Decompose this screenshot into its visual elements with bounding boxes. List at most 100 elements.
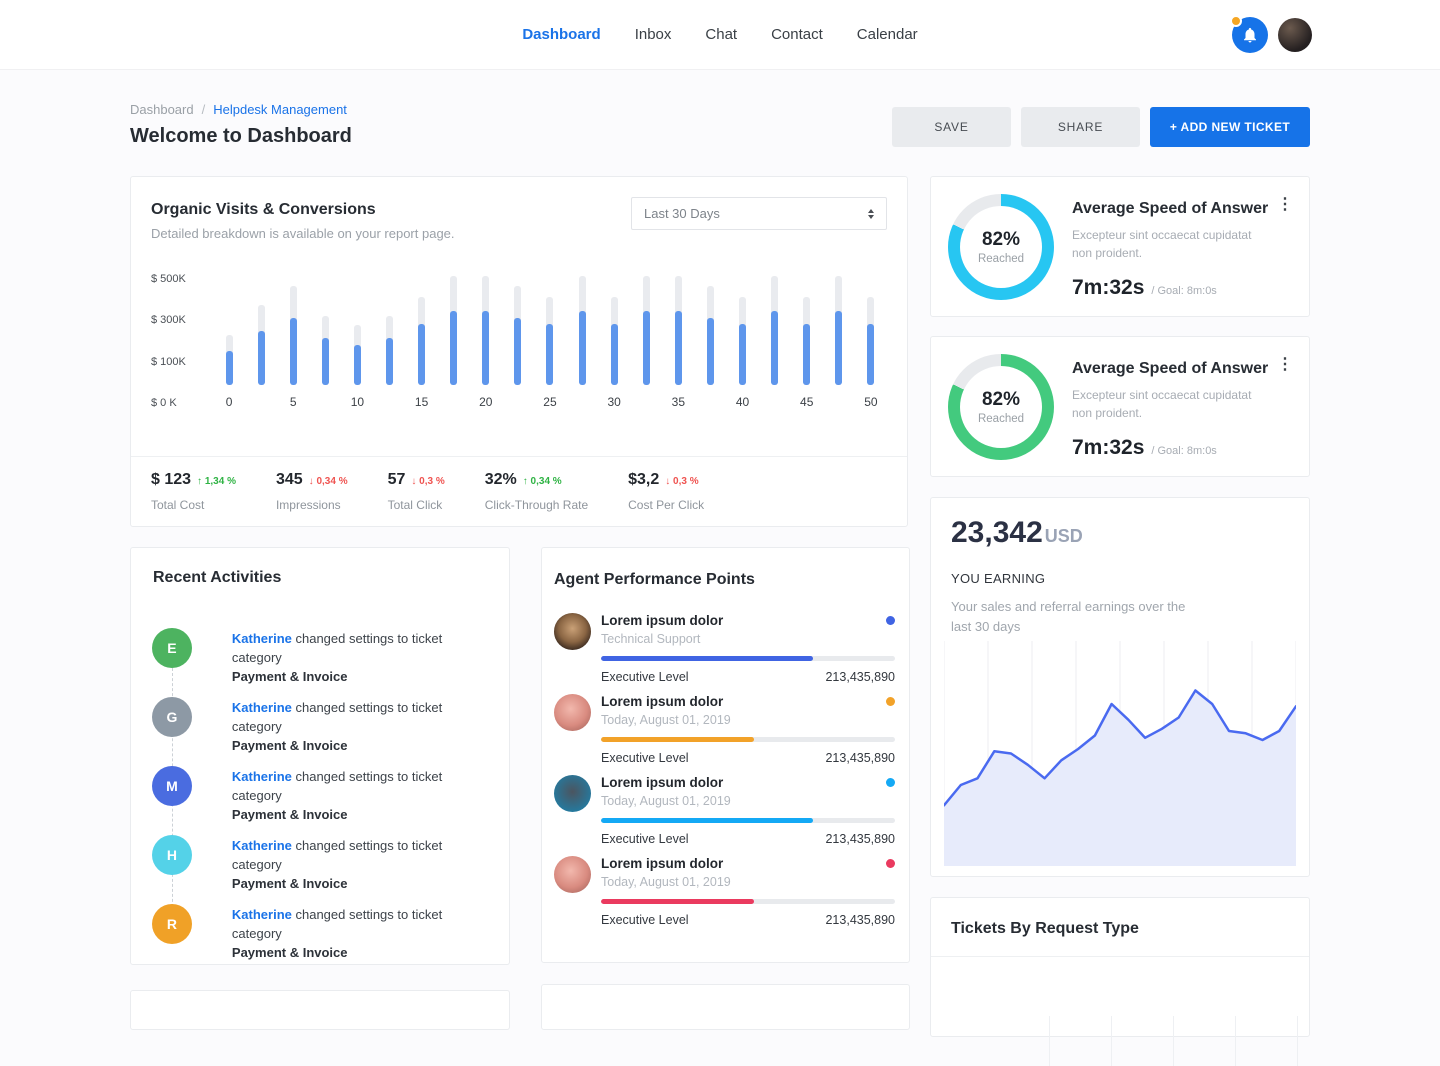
bar bbox=[213, 273, 245, 385]
x-tick-label: 20 bbox=[479, 395, 493, 409]
agent-progress-track bbox=[601, 818, 895, 823]
nav-item-inbox[interactable]: Inbox bbox=[634, 26, 672, 43]
activity-user-link[interactable]: Katherine bbox=[231, 631, 292, 646]
delta-up-arrow: ↑ 1,34 % bbox=[197, 476, 236, 487]
breadcrumb-current[interactable]: Helpdesk Management bbox=[213, 102, 347, 117]
kpi-label: Cost Per Click bbox=[628, 498, 705, 512]
x-tick-label bbox=[373, 395, 405, 409]
x-tick-label: 50 bbox=[864, 395, 878, 409]
breadcrumb: Dashboard / Helpdesk Management bbox=[130, 102, 347, 117]
agent-performance-title: Agent Performance Points bbox=[554, 571, 755, 588]
kpi-value-row: $ 123 ↑ 1,34 % bbox=[151, 471, 236, 489]
agent-item: Lorem ipsum dolor Today, August 01, 2019 E… bbox=[554, 694, 895, 765]
bar bbox=[759, 273, 791, 385]
bar-reached-segment bbox=[418, 324, 426, 385]
earnings-currency: USD bbox=[1044, 526, 1083, 546]
x-tick-label: 45 bbox=[800, 395, 814, 409]
period-select-value: Last 30 Days bbox=[644, 206, 720, 221]
x-tick-label bbox=[759, 395, 791, 409]
save-button[interactable]: SAVE bbox=[892, 107, 1011, 147]
agent-progress-bar bbox=[601, 737, 754, 742]
earnings-area-chart bbox=[944, 641, 1296, 866]
agent-level-label: Executive Level bbox=[601, 670, 689, 684]
organic-card-subtitle: Detailed breakdown is available on your … bbox=[151, 226, 455, 241]
x-tick-label bbox=[502, 395, 534, 409]
select-arrows-icon bbox=[868, 208, 874, 219]
breadcrumb-separator: / bbox=[201, 102, 206, 117]
kpi-stat: 345 ↓ 0,34 % Impressions bbox=[276, 471, 348, 512]
period-select[interactable]: Last 30 Days bbox=[631, 197, 887, 230]
agent-item: Lorem ipsum dolor Today, August 01, 2019 E… bbox=[554, 856, 895, 927]
activity-item: M Katherine changed settings to ticket ca… bbox=[152, 766, 495, 835]
y-tick-label: $ 500K bbox=[151, 273, 186, 285]
agent-body: Lorem ipsum dolor Today, August 01, 2019 E… bbox=[601, 694, 895, 765]
kebab-menu-icon[interactable]: ⋮ bbox=[1277, 196, 1293, 213]
bar bbox=[534, 273, 566, 385]
kpi-label: Total Click bbox=[387, 498, 443, 512]
x-tick-label: 0 bbox=[225, 395, 233, 409]
activity-item: H Katherine changed settings to ticket ca… bbox=[152, 835, 495, 904]
notification-button[interactable] bbox=[1230, 15, 1268, 53]
agent-points-value: 213,435,890 bbox=[825, 670, 895, 684]
kpi-value-row: 57 ↓ 0,3 % bbox=[388, 471, 445, 489]
agent-top-row: Lorem ipsum dolor bbox=[601, 694, 895, 709]
agent-avatar-photo bbox=[554, 775, 591, 812]
kpi-stat: $ 123 ↑ 1,34 % Total Cost bbox=[151, 471, 236, 512]
kpi-value: 345 bbox=[275, 471, 303, 488]
user-avatar[interactable] bbox=[1278, 18, 1312, 52]
y-tick-label: $ 0 K bbox=[151, 396, 177, 409]
x-tick-label: 25 bbox=[543, 395, 557, 409]
bar-reached-segment bbox=[482, 311, 490, 385]
agent-status-dot bbox=[886, 616, 895, 625]
speed-donut-chart: 82% Reached bbox=[948, 354, 1054, 460]
add-new-ticket-button[interactable]: + ADD NEW TICKET bbox=[1150, 107, 1310, 147]
x-tick-label: 35 bbox=[671, 395, 686, 409]
x-tick-label: 10 bbox=[350, 395, 365, 409]
kpi-label: Click-Through Rate bbox=[484, 498, 589, 512]
agent-item: Lorem ipsum dolor Technical Support Execut… bbox=[554, 613, 895, 684]
activity-user-link[interactable]: Katherine bbox=[231, 907, 292, 922]
bar-reached-segment bbox=[257, 331, 265, 385]
agent-top-row: Lorem ipsum dolor bbox=[601, 613, 895, 628]
nav-item-dashboard[interactable]: Dashboard bbox=[522, 26, 601, 43]
activity-category: Payment & Invoice bbox=[231, 737, 348, 753]
bar-reached-segment bbox=[771, 311, 779, 385]
nav-item-contact[interactable]: Contact bbox=[771, 26, 823, 43]
x-tick-label bbox=[438, 395, 470, 409]
delta-down-arrow: ↓ 0,3 % bbox=[665, 476, 699, 487]
bar bbox=[406, 273, 438, 385]
bar-reached-segment bbox=[386, 338, 394, 385]
bar-reached-segment bbox=[578, 311, 586, 385]
nav-item-chat[interactable]: Chat bbox=[705, 26, 738, 43]
breadcrumb-parent[interactable]: Dashboard bbox=[130, 102, 194, 117]
bar-reached-segment bbox=[739, 324, 747, 385]
kpi-value: 57 bbox=[387, 471, 406, 488]
header-actions: SAVE SHARE + ADD NEW TICKET bbox=[892, 107, 1310, 147]
kebab-menu-icon[interactable]: ⋮ bbox=[1277, 356, 1293, 373]
kpi-label: Total Cost bbox=[151, 498, 205, 512]
kpi-stats-row: $ 123 ↑ 1,34 % Total Cost 345 ↓ 0,34 % Impres… bbox=[131, 456, 907, 512]
bars bbox=[213, 273, 887, 385]
activity-user-link[interactable]: Katherine bbox=[231, 769, 292, 784]
agent-progress-track bbox=[601, 899, 895, 904]
organic-card-header: Organic Visits & Conversions Detailed br… bbox=[151, 201, 455, 241]
agent-subtitle: Today, August 01, 2019 bbox=[601, 794, 731, 808]
x-tick-label bbox=[630, 395, 662, 409]
kpi-value: $ 123 bbox=[151, 471, 192, 488]
bar bbox=[470, 273, 502, 385]
agent-name: Lorem ipsum dolor bbox=[601, 775, 724, 790]
agent-performance-card: Agent Performance Points Lorem ipsum dol… bbox=[541, 547, 910, 963]
y-axis: $ 500K $ 300K $ 100K $ 0 K bbox=[151, 273, 213, 409]
nav-item-calendar[interactable]: Calendar bbox=[856, 26, 918, 43]
agent-level-label: Executive Level bbox=[601, 913, 689, 927]
bar-reached-segment bbox=[674, 311, 682, 385]
activity-avatar: H bbox=[152, 835, 192, 875]
activity-user-link[interactable]: Katherine bbox=[231, 838, 292, 853]
bar bbox=[502, 273, 534, 385]
activity-avatar: M bbox=[152, 766, 192, 806]
kpi-value: $3,2 bbox=[628, 471, 660, 488]
agent-bottom-row: Executive Level 213,435,890 bbox=[601, 913, 895, 927]
speed-goal: / Goal: 8m:0s bbox=[1151, 445, 1217, 457]
share-button[interactable]: SHARE bbox=[1021, 107, 1140, 147]
activity-user-link[interactable]: Katherine bbox=[231, 700, 292, 715]
